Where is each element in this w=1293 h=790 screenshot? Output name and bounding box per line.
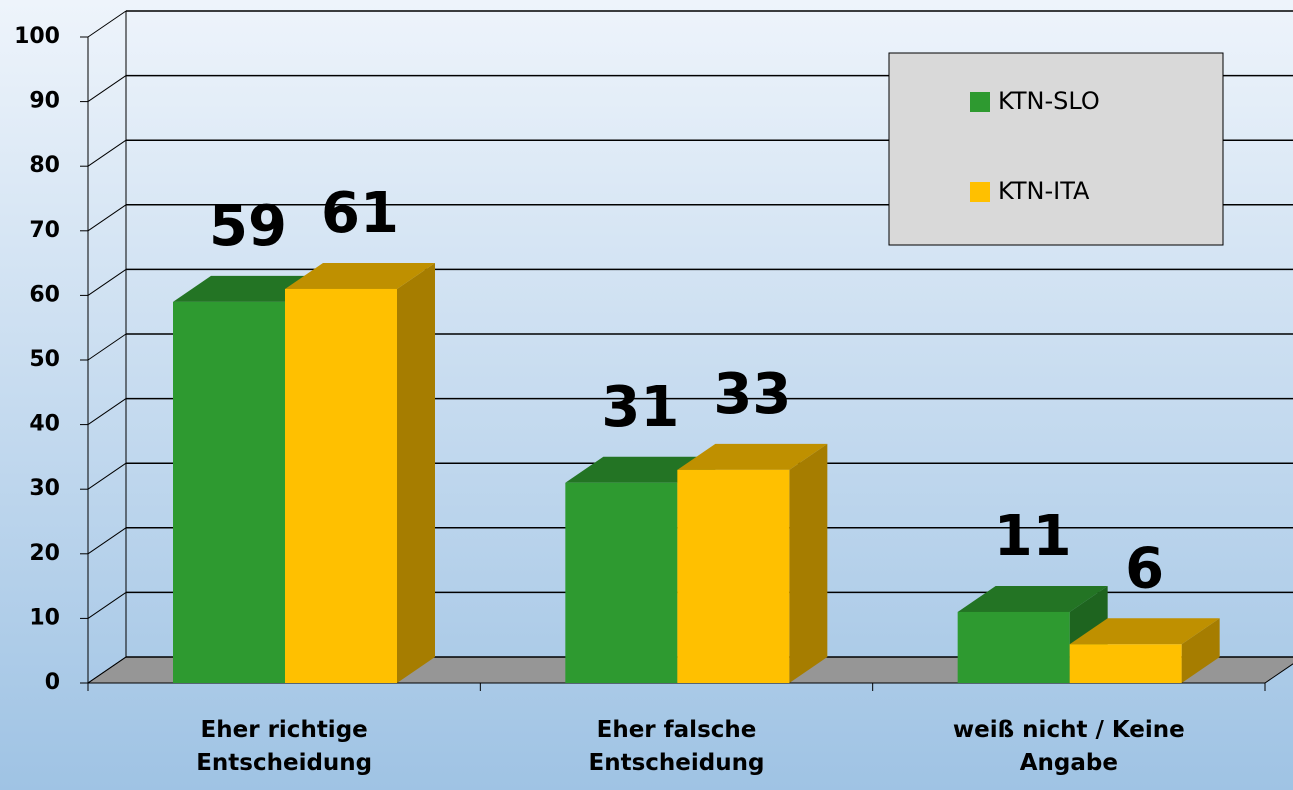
y-tick-label: 100 <box>14 24 60 49</box>
y-tick-label: 20 <box>29 541 60 566</box>
depth-line <box>87 656 127 684</box>
bar <box>677 469 790 683</box>
bar-top <box>285 262 435 289</box>
bar-side <box>397 262 435 683</box>
bar <box>285 288 397 683</box>
y-tick-label: 90 <box>29 89 60 114</box>
bar <box>565 482 678 683</box>
value-label: 11 <box>994 504 1072 569</box>
bar <box>173 301 285 683</box>
y-tick-label: 10 <box>29 605 60 630</box>
x-tick-label: Eher richtige Entscheidung <box>196 717 373 776</box>
bar-top <box>1069 618 1220 645</box>
legend-box <box>888 52 1224 246</box>
y-tick-label: 60 <box>29 282 60 307</box>
x-tick-label: weiß nicht / Keine Angabe <box>952 717 1185 776</box>
bar <box>957 611 1070 683</box>
depth-line <box>87 204 127 232</box>
value-label: 31 <box>601 375 679 440</box>
value-label: 33 <box>713 362 791 427</box>
bar-side <box>789 443 828 683</box>
bar-top <box>677 443 828 470</box>
depth-line <box>87 333 127 361</box>
y-tick-label: 70 <box>29 218 60 243</box>
value-label: 59 <box>209 194 287 259</box>
y-tick-label: 30 <box>29 476 60 501</box>
depth-line <box>87 462 127 490</box>
depth-line <box>87 75 127 103</box>
depth-line <box>87 527 127 555</box>
legend-swatch <box>970 92 990 112</box>
legend-label: KTN-SLO <box>998 87 1100 115</box>
y-tick-label: 50 <box>29 347 60 372</box>
depth-line <box>87 10 127 38</box>
depth-line <box>87 591 127 619</box>
value-label: 61 <box>321 181 399 246</box>
legend-label: KTN-ITA <box>998 177 1090 205</box>
depth-line <box>87 139 127 167</box>
y-tick-label: 0 <box>45 670 60 695</box>
y-tick-label: 80 <box>29 153 60 178</box>
bar-top <box>957 585 1108 612</box>
bar <box>1069 644 1182 683</box>
depth-line <box>87 268 127 296</box>
depth-line <box>87 398 127 426</box>
x-tick-label: Eher falsche Entscheidung <box>588 717 765 776</box>
legend-swatch <box>970 182 990 202</box>
y-tick-label: 40 <box>29 412 60 437</box>
value-label: 6 <box>1125 536 1164 601</box>
bar-side <box>1181 618 1220 683</box>
